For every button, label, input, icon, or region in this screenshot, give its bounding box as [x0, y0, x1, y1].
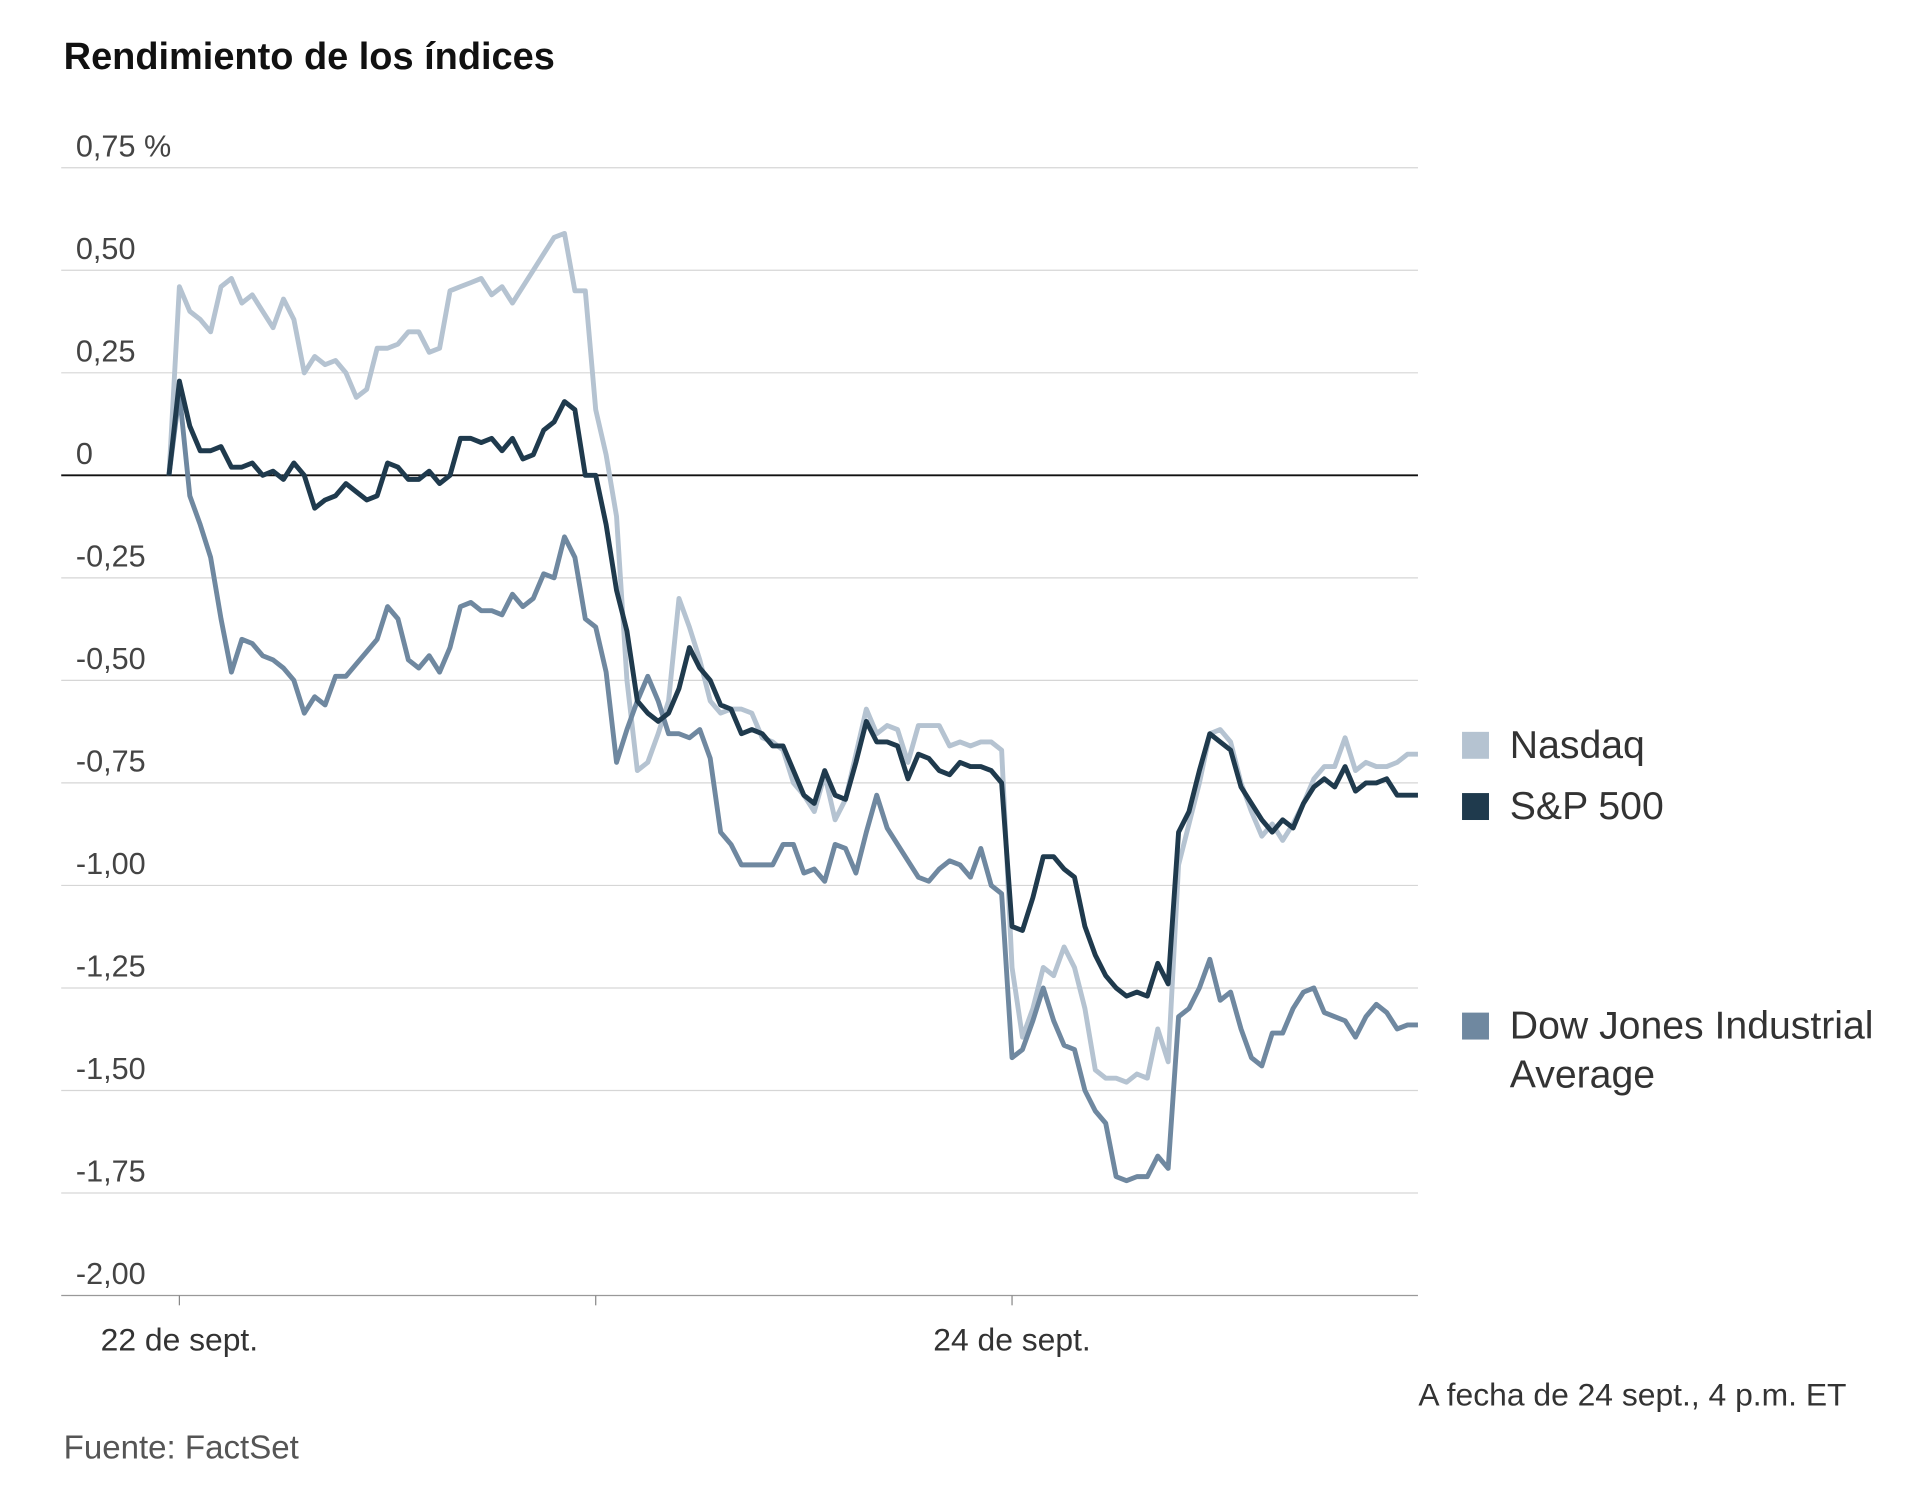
y-tick-label: -0,25: [76, 539, 146, 573]
legend-label: Dow Jones Industrial Average: [1509, 1002, 1874, 1096]
y-tick-label: 0,25: [76, 334, 136, 368]
y-tick-label: 0: [76, 437, 93, 471]
legend-swatch: [1462, 793, 1489, 821]
chart-note: A fecha de 24 sept., 4 p.m. ET: [1418, 1377, 1846, 1413]
y-tick-label: 0,50: [76, 232, 136, 266]
y-tick-label: -1,75: [76, 1154, 146, 1188]
chart-source: Fuente: FactSet: [64, 1430, 299, 1467]
y-tick-label: -0,50: [76, 642, 146, 676]
legend-item: Dow Jones Industrial Average: [1509, 1002, 1874, 1096]
series-line: [166, 390, 1418, 1184]
y-tick-label: -1,50: [76, 1052, 146, 1086]
x-tick-label: 22 de sept.: [101, 1321, 259, 1357]
legend-item: Nasdaq: [1509, 722, 1645, 767]
legend-swatch: [1462, 1012, 1489, 1040]
series-line: [166, 230, 1418, 1085]
y-tick-label: -1,25: [76, 949, 146, 983]
y-tick-label: -0,75: [76, 744, 146, 778]
legend-item: S&P 500: [1509, 783, 1664, 828]
series-line: [166, 378, 1418, 999]
legend-label: S&P 500: [1509, 783, 1664, 828]
x-tick-label: 24 de sept.: [933, 1321, 1091, 1357]
chart-title: Rendimiento de los índices: [64, 36, 555, 78]
y-tick-label: -2,00: [76, 1257, 146, 1291]
y-tick-label: -1,00: [76, 847, 146, 881]
y-tick-label: 0,75 %: [76, 129, 171, 163]
legend-swatch: [1462, 731, 1489, 759]
legend-label: Nasdaq: [1509, 722, 1645, 767]
